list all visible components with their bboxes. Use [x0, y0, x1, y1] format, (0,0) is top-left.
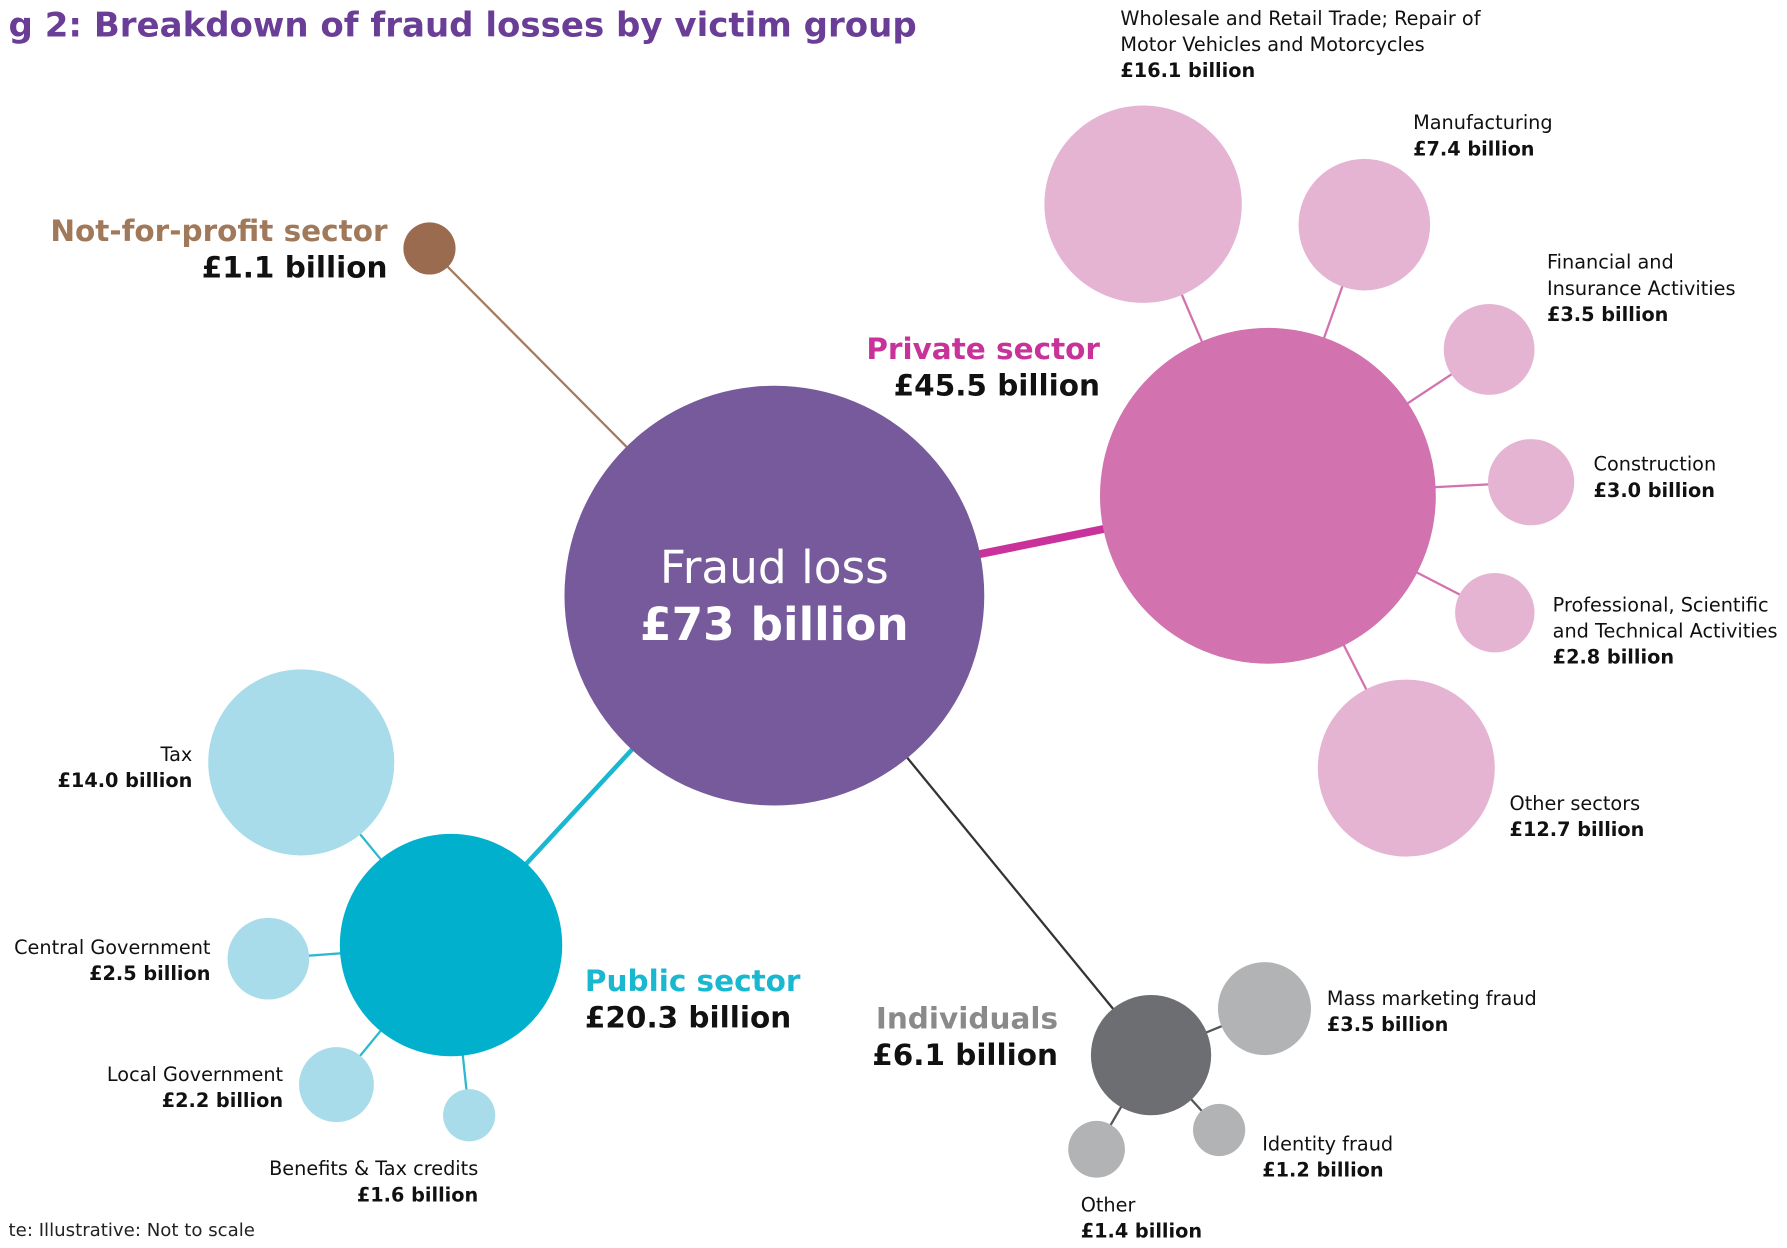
- child-value: £14.0 billion: [58, 769, 193, 792]
- group-label: Public sector: [585, 964, 801, 998]
- child-bubble: [443, 1089, 496, 1142]
- note: te: Illustrative: Not to scale: [9, 1220, 255, 1241]
- child-bubble: [208, 669, 395, 856]
- group-label: Individuals: [876, 1001, 1058, 1035]
- child-label: Benefits & Tax credits: [269, 1157, 478, 1180]
- child-label: Central Government: [14, 936, 211, 959]
- child-bubble: [1317, 679, 1495, 857]
- child-value: £2.8 billion: [1553, 646, 1674, 669]
- child-label: Tax: [160, 743, 193, 766]
- child-bubble: [227, 917, 310, 1000]
- group-value: £1.1 billion: [202, 250, 388, 284]
- child-value: £12.7 billion: [1510, 818, 1645, 841]
- group-bubble: [1099, 327, 1436, 664]
- group-value: £6.1 billion: [872, 1038, 1058, 1072]
- child-label: Other: [1081, 1194, 1136, 1217]
- child-bubble: [1455, 572, 1535, 653]
- group-value: £45.5 billion: [894, 368, 1100, 402]
- child-bubble: [1044, 105, 1242, 303]
- child-bubble: [1068, 1120, 1125, 1178]
- center-label: Fraud loss: [660, 541, 889, 594]
- group-bubble: [403, 222, 456, 275]
- group-label: Private sector: [866, 332, 1100, 366]
- child-bubble: [1217, 962, 1312, 1056]
- child-value: £7.4 billion: [1413, 137, 1534, 160]
- child-value: £3.5 billion: [1327, 1013, 1448, 1036]
- child-value: £3.0 billion: [1594, 479, 1715, 502]
- child-value: £16.1 billion: [1120, 59, 1255, 82]
- child-value: £2.5 billion: [89, 962, 210, 985]
- child-value: £1.6 billion: [357, 1183, 478, 1206]
- child-label: Insurance Activities: [1547, 277, 1736, 300]
- child-bubble: [298, 1047, 374, 1123]
- child-label: Local Government: [107, 1063, 284, 1086]
- center-bubble: [564, 385, 985, 806]
- child-label: Financial and: [1547, 251, 1674, 274]
- child-bubble: [1298, 158, 1431, 291]
- group-label: Not-for-profit sector: [50, 214, 388, 248]
- child-value: £2.2 billion: [162, 1089, 283, 1112]
- child-bubble: [1193, 1103, 1246, 1157]
- child-label: Construction: [1594, 453, 1717, 476]
- child-bubble: [1488, 439, 1575, 526]
- group-bubble: [1090, 994, 1212, 1116]
- child-value: £1.2 billion: [1262, 1158, 1383, 1181]
- center-value: £73 billion: [640, 598, 909, 651]
- title: g 2: Breakdown of fraud losses by victim…: [9, 6, 917, 46]
- child-label: Mass marketing fraud: [1327, 987, 1537, 1010]
- child-label: Motor Vehicles and Motorcycles: [1120, 33, 1424, 56]
- child-label: Professional, Scientific: [1553, 593, 1769, 616]
- child-label: Manufacturing: [1413, 111, 1553, 134]
- child-bubble: [1443, 304, 1535, 395]
- child-value: £3.5 billion: [1547, 303, 1668, 326]
- group-bubble: [339, 833, 563, 1057]
- child-label: Other sectors: [1510, 792, 1641, 815]
- child-value: £1.4 billion: [1081, 1220, 1202, 1243]
- child-label: Wholesale and Retail Trade; Repair of: [1120, 7, 1481, 30]
- group-value: £20.3 billion: [585, 1000, 791, 1034]
- child-label: Identity fraud: [1262, 1132, 1393, 1155]
- child-label: and Technical Activities: [1553, 619, 1778, 642]
